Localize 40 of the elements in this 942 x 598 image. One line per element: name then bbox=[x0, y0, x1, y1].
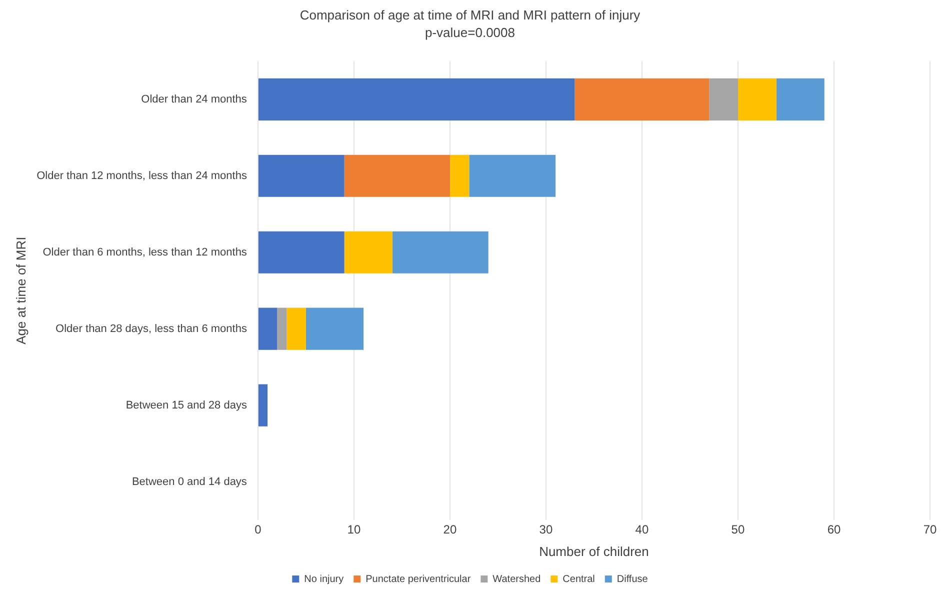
x-tick-label: 70 bbox=[923, 522, 937, 537]
legend-label: Watershed bbox=[492, 574, 541, 585]
bar bbox=[344, 231, 392, 274]
chart-subtitle: p-value=0.0008 bbox=[425, 24, 515, 40]
x-tick-label: 0 bbox=[254, 522, 262, 537]
bar bbox=[344, 154, 450, 197]
bar bbox=[258, 78, 575, 120]
bar bbox=[450, 154, 470, 197]
bar bbox=[258, 308, 278, 350]
bar bbox=[709, 78, 738, 120]
bar bbox=[776, 78, 824, 120]
y-tick-label: Older than 12 months, less than 24 months bbox=[36, 170, 248, 182]
legend-label: Central bbox=[562, 574, 595, 585]
y-axis-title: Age at time of MRI bbox=[13, 236, 28, 344]
legend-label: No injury bbox=[304, 574, 344, 585]
y-tick-label: Older than 28 days, less than 6 months bbox=[56, 322, 248, 335]
x-tick-label: 60 bbox=[827, 522, 841, 537]
bar bbox=[286, 308, 306, 350]
bar bbox=[738, 78, 776, 120]
chart-title: Comparison of age at time of MRI and MRI pattern of injury bbox=[300, 7, 641, 22]
bar bbox=[469, 154, 556, 197]
legend-label: Punctate periventricular bbox=[366, 574, 472, 585]
bar bbox=[392, 231, 488, 274]
x-tick-label: 40 bbox=[635, 522, 649, 537]
x-tick-label: 10 bbox=[347, 522, 361, 537]
y-tick-label: Older than 24 months bbox=[141, 93, 248, 106]
bar bbox=[574, 78, 710, 120]
y-tick-label: Older than 6 months, less than 12 months bbox=[42, 246, 248, 258]
bar bbox=[277, 308, 287, 350]
legend-label: Diffuse bbox=[616, 574, 648, 585]
bar bbox=[258, 384, 268, 426]
bar bbox=[258, 231, 344, 274]
bar bbox=[306, 308, 364, 350]
y-tick-label: Between 0 and 14 days bbox=[132, 476, 248, 488]
y-tick-label: Between 15 and 28 days bbox=[126, 399, 248, 412]
bar bbox=[258, 154, 344, 197]
x-tick-label: 50 bbox=[731, 522, 745, 537]
x-axis-title: Number of children bbox=[539, 544, 649, 559]
x-tick-label: 30 bbox=[539, 522, 553, 537]
x-tick-label: 20 bbox=[443, 522, 457, 537]
